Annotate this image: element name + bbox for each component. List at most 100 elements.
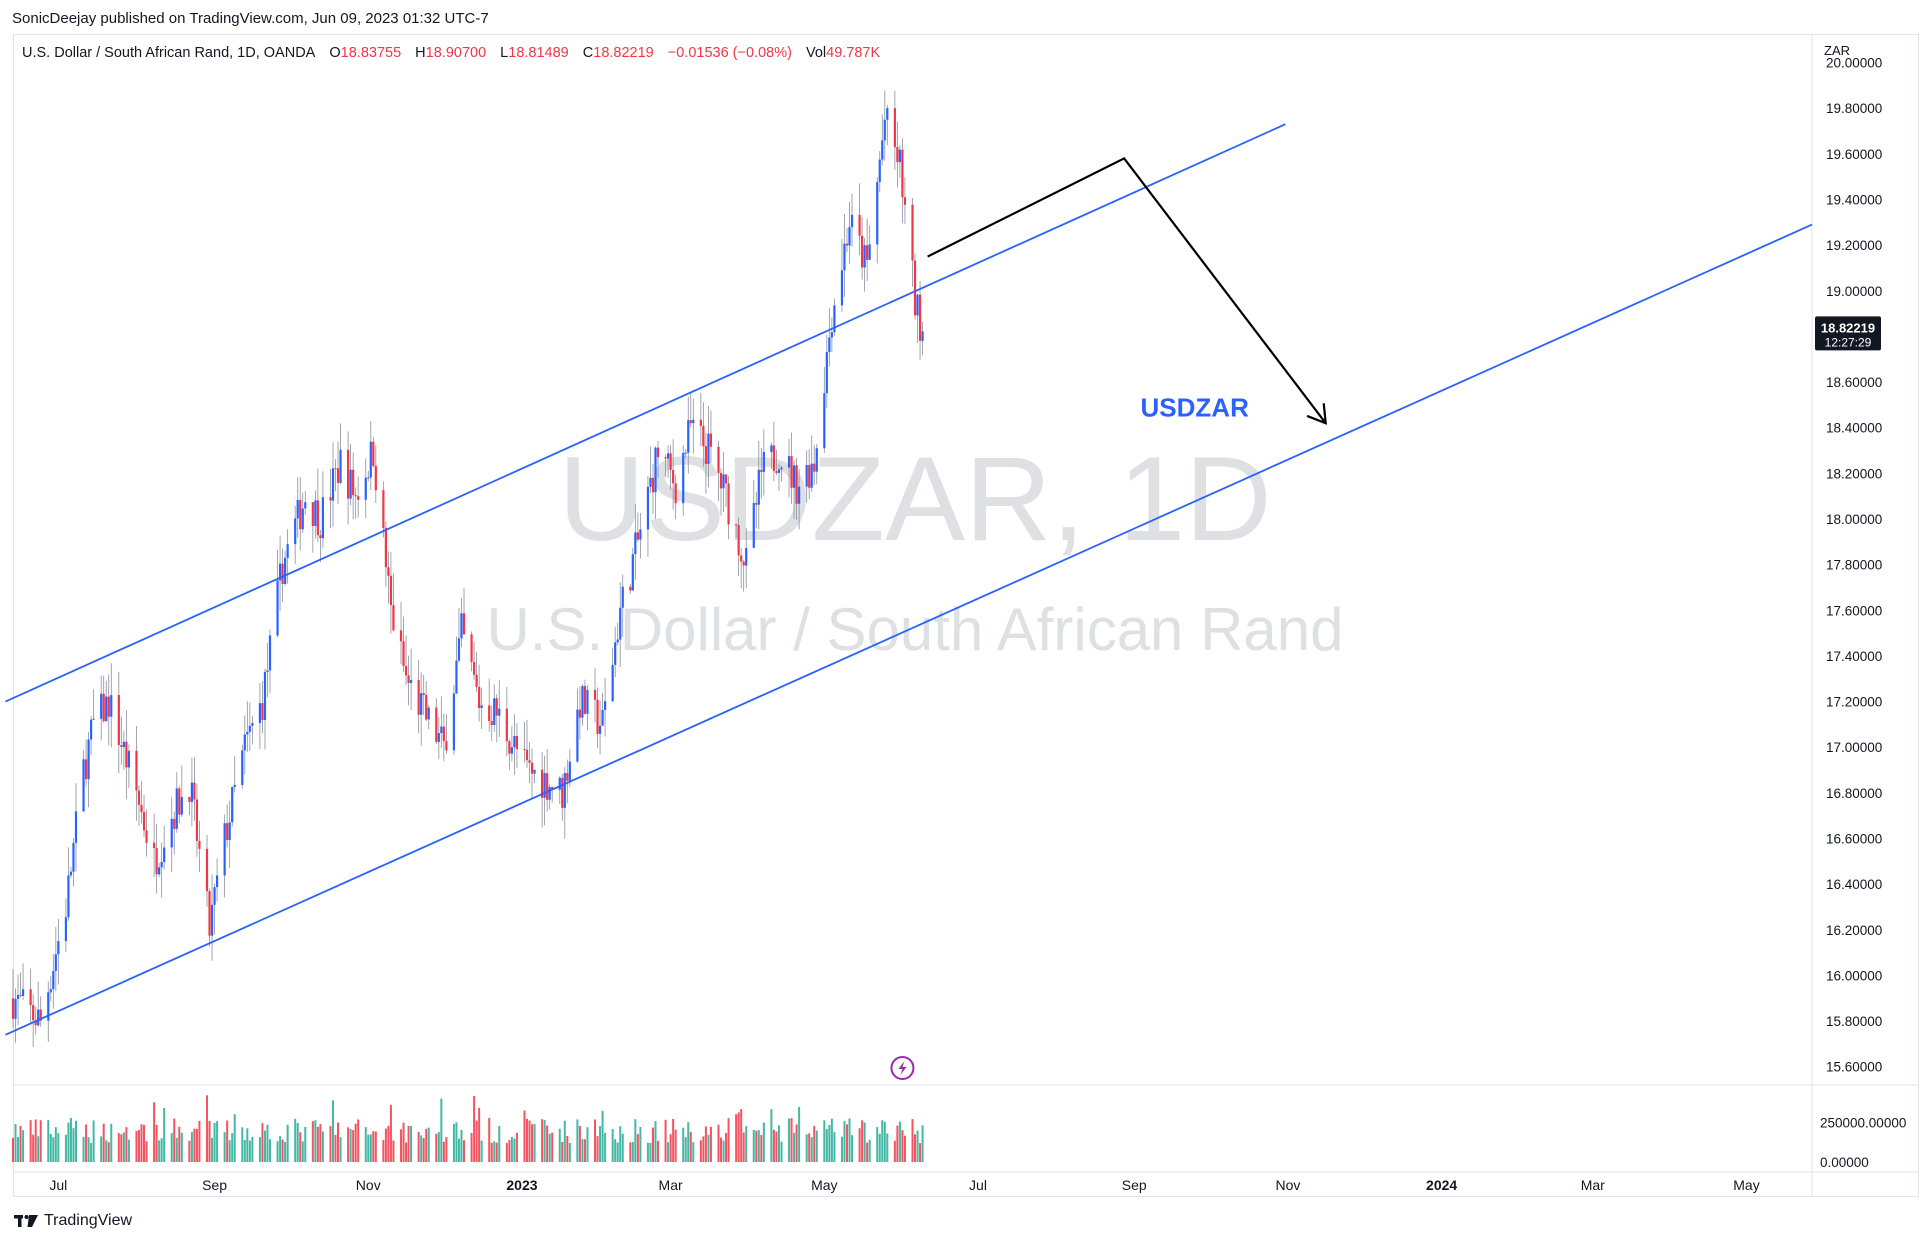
candle-body (170, 818, 173, 848)
candle-body (152, 842, 156, 849)
candle-body (621, 586, 624, 608)
volume-bar (276, 1141, 279, 1162)
candle-body (684, 452, 687, 454)
candle-body (243, 734, 246, 751)
candle-body (457, 638, 461, 661)
price-tick-label: 15.80000 (1826, 1014, 1882, 1029)
candle-body (566, 773, 569, 781)
volume-bar (347, 1127, 350, 1162)
volume-bar (279, 1136, 282, 1162)
candle-body (523, 749, 526, 751)
time-tick-label: 2023 (506, 1177, 537, 1193)
volume-bar (735, 1114, 738, 1162)
volume-bar (331, 1100, 334, 1162)
volume-bar (337, 1122, 340, 1162)
candle-body (833, 305, 836, 333)
volume-bar (541, 1119, 544, 1162)
volume-bar (105, 1140, 108, 1162)
volume-bar (843, 1120, 846, 1162)
volume-bar (533, 1123, 536, 1162)
candle-body (228, 822, 231, 840)
legend-low: 18.81489 (508, 45, 569, 61)
candle-body (883, 119, 886, 141)
volume-bar (321, 1131, 324, 1162)
candle-body (120, 745, 123, 747)
volume-bar (286, 1124, 289, 1162)
candle-body (861, 235, 864, 268)
time-tick-label: May (1733, 1177, 1759, 1193)
volume-bar (470, 1132, 473, 1162)
price-tick-label: 18.60000 (1826, 375, 1882, 390)
volume-bar (206, 1095, 209, 1162)
volume-bar (140, 1124, 143, 1162)
volume-bar (868, 1139, 871, 1162)
volume-bar (639, 1126, 642, 1162)
candle-body (795, 465, 798, 504)
candle-body (493, 698, 496, 725)
candle-body (258, 703, 262, 724)
candle-body (372, 441, 375, 466)
volume-bar (586, 1127, 589, 1162)
candle-body (596, 699, 599, 734)
candle-body (604, 701, 607, 710)
volume-bar (261, 1123, 264, 1162)
volume-bar (845, 1124, 848, 1162)
candle-body (475, 674, 478, 687)
volume-bar (863, 1122, 866, 1162)
candle-body (490, 721, 493, 725)
volume-bar (248, 1140, 251, 1162)
volume-bar (558, 1128, 561, 1162)
price-tick-label: 16.20000 (1826, 923, 1882, 938)
volume-bar (127, 1139, 130, 1162)
volume-bar (848, 1118, 851, 1162)
candle-body (32, 1005, 35, 1021)
volume-bar (568, 1142, 571, 1162)
volume-bar (893, 1140, 896, 1162)
volume-bar (515, 1132, 518, 1162)
volume-bar (508, 1140, 511, 1162)
candle-body (142, 812, 146, 831)
candle-body (11, 998, 15, 1019)
candle-body (409, 680, 413, 684)
volume-bar (170, 1133, 173, 1162)
candle-body (722, 474, 725, 489)
candle-body (656, 447, 660, 458)
volume-bar (914, 1134, 917, 1162)
volume-bar (420, 1135, 423, 1162)
candle-body (558, 777, 561, 790)
candle-body (420, 693, 423, 715)
volume-bar (772, 1129, 775, 1162)
volume-bar (374, 1131, 377, 1162)
time-tick-label: Sep (1122, 1177, 1147, 1193)
candle-body (286, 544, 289, 558)
candle-body (349, 469, 352, 499)
volume-bar (760, 1135, 763, 1162)
annotation-label: USDZAR (1141, 392, 1250, 422)
price-axis-currency: ZAR (1824, 43, 1850, 58)
volume-bar (437, 1132, 440, 1162)
candle-body (629, 586, 632, 591)
legend-symbol: U.S. Dollar / South African Rand, 1D, OA… (22, 45, 316, 61)
price-tick-label: 16.00000 (1826, 968, 1882, 983)
candle-body (913, 260, 917, 316)
volume-bar (651, 1127, 654, 1162)
volume-bar (39, 1120, 42, 1162)
candle-body (374, 465, 377, 491)
volume-bar (178, 1126, 181, 1162)
price-tick-label: 17.80000 (1826, 558, 1882, 573)
volume-bar (296, 1122, 299, 1162)
candle-body (347, 449, 350, 499)
candle-body (90, 719, 93, 740)
volume-bar (460, 1129, 463, 1162)
candle-body (682, 452, 685, 504)
volume-bar (490, 1142, 493, 1162)
tradingview-footer[interactable]: TradingView (14, 1212, 132, 1230)
volume-bar (284, 1141, 287, 1162)
volume-bar (349, 1128, 352, 1162)
volume-bar (263, 1130, 266, 1162)
volume-bar (699, 1140, 702, 1162)
candle-body (110, 695, 113, 717)
volume-bar (457, 1138, 460, 1162)
projection-path (927, 157, 1327, 424)
